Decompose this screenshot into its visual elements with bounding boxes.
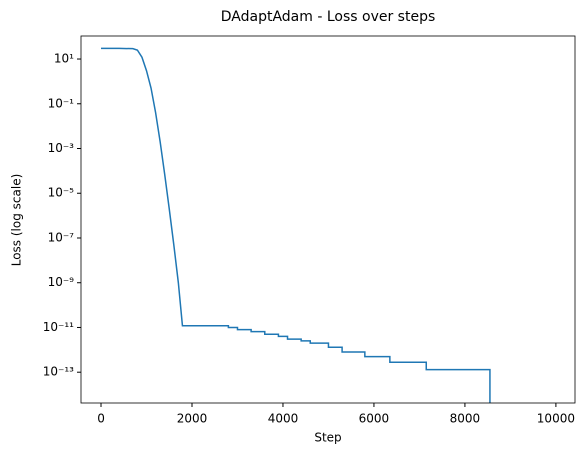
x-tick-label: 6000: [359, 412, 390, 426]
y-tick-label: 10⁻¹³: [43, 365, 74, 379]
plot-frame: [80, 35, 576, 404]
x-tick-label: 10000: [537, 412, 575, 426]
x-tick-label: 8000: [450, 412, 481, 426]
x-tick-label: 0: [97, 412, 105, 426]
y-tick-label: 10⁻⁵: [48, 186, 75, 200]
y-tick-label: 10⁻⁹: [48, 275, 75, 289]
y-tick-label: 10⁻¹¹: [43, 320, 74, 334]
x-axis-label: Step: [314, 431, 341, 445]
line: [101, 47, 491, 403]
y-tick-label: 10⁻⁷: [48, 230, 75, 244]
x-tick-label: 4000: [268, 412, 299, 426]
y-tick-label: 10⁻¹: [48, 96, 75, 110]
y-tick-label: 10¹: [54, 52, 74, 66]
chart-title: DAdaptAdam - Loss over steps: [221, 9, 436, 25]
x-tick-label: 2000: [177, 412, 208, 426]
y-axis-label: Loss (log scale): [10, 174, 24, 267]
y-tick-label: 10⁻³: [48, 141, 75, 155]
